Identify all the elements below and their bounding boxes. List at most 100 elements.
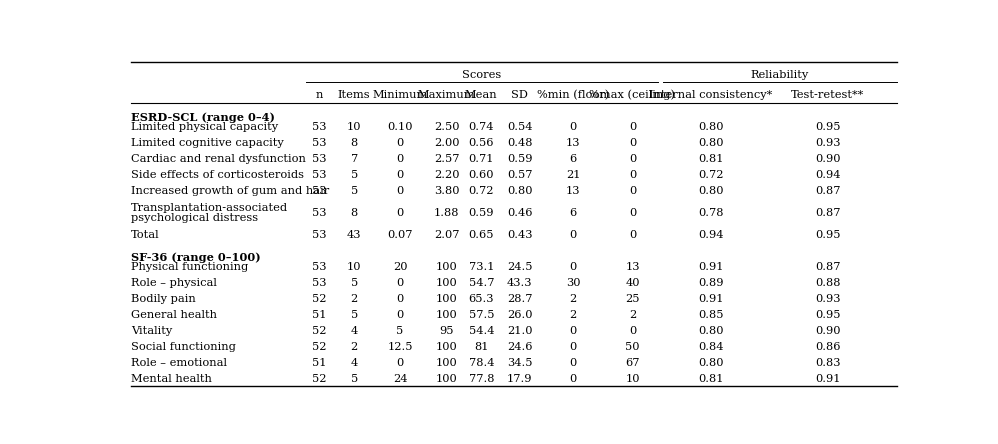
Text: 2.07: 2.07 xyxy=(434,230,459,240)
Text: 21: 21 xyxy=(566,170,581,180)
Text: 52: 52 xyxy=(312,374,327,385)
Text: %min (floor): %min (floor) xyxy=(537,90,609,100)
Text: 54.7: 54.7 xyxy=(468,278,494,288)
Text: Role – emotional: Role – emotional xyxy=(131,358,227,369)
Text: 0.87: 0.87 xyxy=(815,262,840,272)
Text: 1.88: 1.88 xyxy=(434,208,459,218)
Text: 2.00: 2.00 xyxy=(434,138,459,148)
Text: 0.88: 0.88 xyxy=(815,278,840,288)
Text: Transplantation-associated: Transplantation-associated xyxy=(131,203,288,213)
Text: 0: 0 xyxy=(570,122,577,132)
Text: 100: 100 xyxy=(436,262,458,272)
Text: 0.84: 0.84 xyxy=(699,342,724,353)
Text: 4: 4 xyxy=(350,326,357,336)
Text: 6: 6 xyxy=(570,155,577,164)
Text: 53: 53 xyxy=(312,262,327,272)
Text: 0: 0 xyxy=(396,186,404,197)
Text: 100: 100 xyxy=(436,294,458,304)
Text: 0.72: 0.72 xyxy=(699,170,724,180)
Text: Mental health: Mental health xyxy=(131,374,212,385)
Text: 0.80: 0.80 xyxy=(699,326,724,336)
Text: Scores: Scores xyxy=(462,71,501,80)
Text: Maximum: Maximum xyxy=(418,90,476,100)
Text: 65.3: 65.3 xyxy=(468,294,494,304)
Text: 53: 53 xyxy=(312,170,327,180)
Text: 0: 0 xyxy=(629,122,636,132)
Text: Test-retest**: Test-retest** xyxy=(791,90,864,100)
Text: 73.1: 73.1 xyxy=(468,262,494,272)
Text: 0.95: 0.95 xyxy=(815,310,840,320)
Text: Bodily pain: Bodily pain xyxy=(131,294,196,304)
Text: Cardiac and renal dysfunction: Cardiac and renal dysfunction xyxy=(131,155,305,164)
Text: 5: 5 xyxy=(350,278,357,288)
Text: 53: 53 xyxy=(312,230,327,240)
Text: 0.90: 0.90 xyxy=(815,155,840,164)
Text: Physical functioning: Physical functioning xyxy=(131,262,249,272)
Text: 0.86: 0.86 xyxy=(815,342,840,353)
Text: 2: 2 xyxy=(350,294,357,304)
Text: 10: 10 xyxy=(347,262,361,272)
Text: 0.87: 0.87 xyxy=(815,186,840,197)
Text: Increased growth of gum and hair: Increased growth of gum and hair xyxy=(131,186,329,197)
Text: 0: 0 xyxy=(629,326,636,336)
Text: 0.80: 0.80 xyxy=(699,186,724,197)
Text: 5: 5 xyxy=(350,310,357,320)
Text: 0: 0 xyxy=(396,138,404,148)
Text: 25: 25 xyxy=(625,294,640,304)
Text: 17.9: 17.9 xyxy=(507,374,532,385)
Text: 0.90: 0.90 xyxy=(815,326,840,336)
Text: 21.0: 21.0 xyxy=(507,326,532,336)
Text: %max (ceiling): %max (ceiling) xyxy=(590,90,676,100)
Text: 0: 0 xyxy=(570,326,577,336)
Text: 40: 40 xyxy=(625,278,640,288)
Text: 0.57: 0.57 xyxy=(507,170,532,180)
Text: 53: 53 xyxy=(312,155,327,164)
Text: 13: 13 xyxy=(625,262,640,272)
Text: 2: 2 xyxy=(629,310,636,320)
Text: 0.94: 0.94 xyxy=(699,230,724,240)
Text: 0.80: 0.80 xyxy=(699,138,724,148)
Text: 0.85: 0.85 xyxy=(699,310,724,320)
Text: 50: 50 xyxy=(625,342,640,353)
Text: 0.48: 0.48 xyxy=(507,138,532,148)
Text: 2: 2 xyxy=(570,294,577,304)
Text: 0.80: 0.80 xyxy=(507,186,532,197)
Text: 52: 52 xyxy=(312,326,327,336)
Text: 4: 4 xyxy=(350,358,357,369)
Text: 5: 5 xyxy=(396,326,404,336)
Text: 67: 67 xyxy=(625,358,640,369)
Text: 24: 24 xyxy=(393,374,407,385)
Text: Mean: Mean xyxy=(465,90,498,100)
Text: 0.87: 0.87 xyxy=(815,208,840,218)
Text: 100: 100 xyxy=(436,358,458,369)
Text: 28.7: 28.7 xyxy=(507,294,532,304)
Text: 0.07: 0.07 xyxy=(387,230,413,240)
Text: 0.95: 0.95 xyxy=(815,230,840,240)
Text: 0.95: 0.95 xyxy=(815,122,840,132)
Text: Reliability: Reliability xyxy=(750,71,809,80)
Text: 0: 0 xyxy=(629,208,636,218)
Text: 5: 5 xyxy=(350,170,357,180)
Text: 0: 0 xyxy=(396,208,404,218)
Text: 81: 81 xyxy=(474,342,488,353)
Text: 0.10: 0.10 xyxy=(387,122,413,132)
Text: 0.94: 0.94 xyxy=(815,170,840,180)
Text: Limited cognitive capacity: Limited cognitive capacity xyxy=(131,138,283,148)
Text: 53: 53 xyxy=(312,278,327,288)
Text: 2: 2 xyxy=(350,342,357,353)
Text: 0: 0 xyxy=(570,230,577,240)
Text: General health: General health xyxy=(131,310,217,320)
Text: 26.0: 26.0 xyxy=(507,310,532,320)
Text: 0.91: 0.91 xyxy=(699,262,724,272)
Text: 100: 100 xyxy=(436,278,458,288)
Text: 43: 43 xyxy=(347,230,361,240)
Text: 0.72: 0.72 xyxy=(468,186,494,197)
Text: 0.65: 0.65 xyxy=(468,230,494,240)
Text: 5: 5 xyxy=(350,374,357,385)
Text: 51: 51 xyxy=(312,358,327,369)
Text: 5: 5 xyxy=(350,186,357,197)
Text: 0: 0 xyxy=(396,170,404,180)
Text: 0.78: 0.78 xyxy=(699,208,724,218)
Text: 0: 0 xyxy=(570,342,577,353)
Text: 95: 95 xyxy=(439,326,454,336)
